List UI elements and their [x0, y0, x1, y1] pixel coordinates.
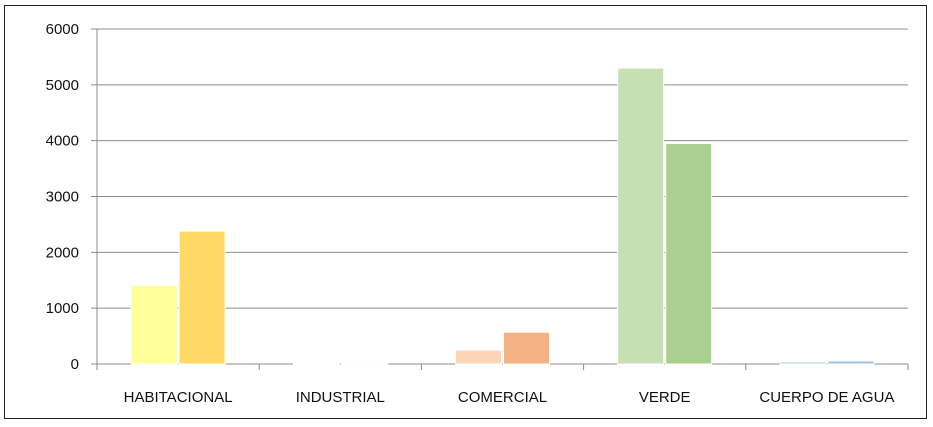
y-tick-label: 6000 [46, 21, 79, 38]
x-tick-label: HABITACIONAL [124, 389, 233, 406]
y-tick-label: 2000 [46, 244, 79, 261]
y-tick-label: 0 [71, 356, 79, 373]
bar-industrial-series-2 [340, 362, 388, 365]
x-tick-label: INDUSTRIAL [296, 389, 385, 406]
y-tick-label: 4000 [46, 133, 79, 150]
y-tick-label: 1000 [46, 300, 79, 317]
y-tick-label: 5000 [46, 77, 79, 94]
bar-comercial-series-1 [455, 349, 502, 365]
bar-verde-series-2 [665, 142, 713, 365]
bar-comercial-series-2 [503, 331, 550, 365]
bar-habitacional-series-1 [130, 284, 178, 365]
x-tick-label: COMERCIAL [458, 389, 547, 406]
bar-cuerpo-de-agua-series-2 [827, 360, 875, 365]
bar-industrial-series-1 [292, 362, 340, 365]
x-tick-label: VERDE [639, 389, 691, 406]
bar-verde-series-1 [617, 67, 665, 365]
x-tick-label: CUERPO DE AGUA [759, 389, 894, 406]
bars [130, 67, 875, 365]
bar-cuerpo-de-agua-series-1 [779, 361, 827, 365]
bar-habitacional-series-2 [178, 230, 226, 365]
tick-labels: 0 1000 2000 3000 4000 5000 6000 HABITACIONAL IND… [46, 21, 895, 406]
y-tick-label: 3000 [46, 189, 79, 206]
